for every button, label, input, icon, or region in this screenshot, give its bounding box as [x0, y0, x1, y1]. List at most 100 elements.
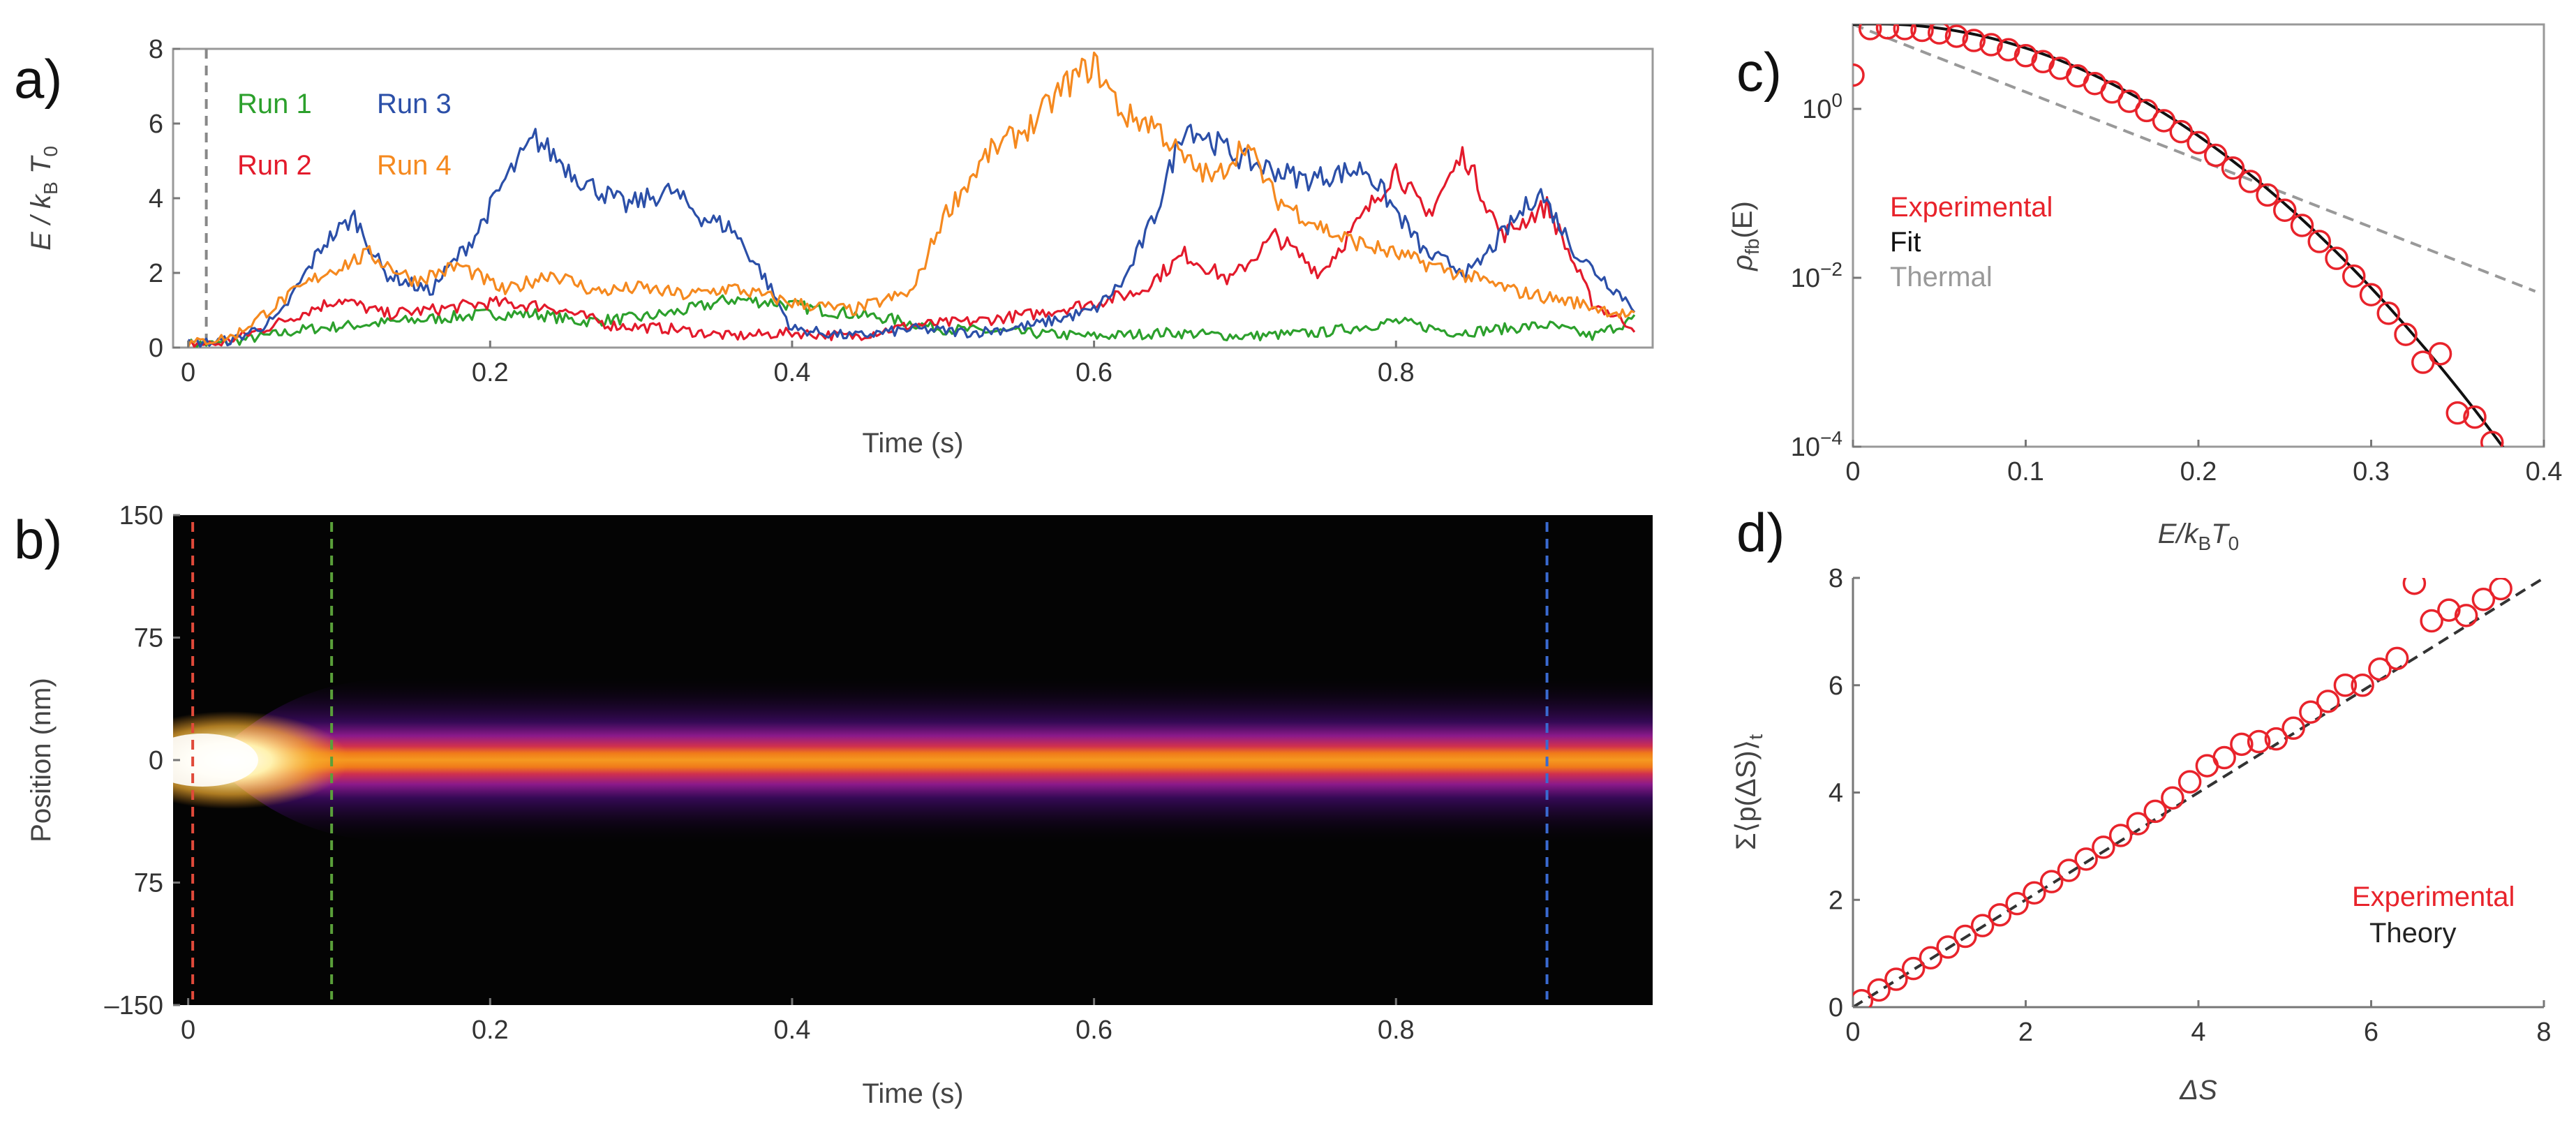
experimental-point	[2333, 674, 2358, 697]
panel-b-y-tick-label: –150	[104, 991, 163, 1020]
panel-c-x-tick-label: 0.3	[2353, 457, 2390, 486]
panel-d-points	[1853, 578, 2512, 1007]
panel-c-x-ticks: 0 0.1 0.2 0.3 0.4	[1845, 440, 2562, 486]
experimental-point	[1970, 914, 1995, 937]
experimental-point	[2351, 674, 2374, 697]
experimental-point	[2152, 109, 2176, 133]
experimental-point	[2169, 119, 2193, 144]
experimental-point	[1944, 24, 1969, 48]
panel-a-y-tick-label: 6	[149, 110, 163, 139]
experimental-point	[2212, 745, 2236, 770]
panel-b-y-tick-label: 75	[134, 624, 163, 653]
panel-a-x-tick-label: 0	[181, 358, 195, 387]
experimental-point	[2445, 401, 2469, 425]
experimental-point	[1853, 989, 1874, 1007]
experimental-point	[1936, 935, 1960, 959]
experimental-point	[1988, 903, 2012, 927]
experimental-point	[2204, 143, 2228, 168]
panel-b-x-tick-label: 0.6	[1075, 1016, 1112, 1045]
experimental-point	[2238, 170, 2262, 193]
experimental-point	[1979, 33, 2003, 57]
experimental-point	[2221, 156, 2245, 180]
series-line-run-4	[187, 51, 1635, 348]
experimental-point	[1919, 946, 1943, 970]
experimental-point	[2256, 183, 2279, 207]
panel-b-x-tick-label: 0.2	[472, 1016, 509, 1045]
panel-d-x-tick-label: 0	[1845, 1018, 1860, 1047]
experimental-point	[2325, 246, 2348, 270]
experimental-point	[2023, 881, 2046, 905]
panel-b-x-tick-label: 0.4	[774, 1016, 811, 1045]
panel-c-y-tick-label: 100	[1802, 89, 1842, 124]
panel-d-plot-area	[1853, 578, 2544, 1007]
legend-run-4: Run 4	[377, 150, 452, 181]
panel-a-series-group	[187, 51, 1636, 348]
panel-b: b) 0 0.2 0.4 0.6 0.8 150 75 0 75 –150 Time (s) P…	[14, 501, 1653, 1109]
panel-a-xlabel: Time (s)	[862, 428, 963, 459]
experimental-point	[1875, 24, 1900, 40]
heatmap-band	[209, 674, 1653, 847]
experimental-point	[2108, 824, 2133, 847]
panel-a-x-ticks: 0 0.2 0.4 0.6 0.8	[181, 341, 1415, 387]
panel-c-y-ticks: 10−4 10−2 100	[1791, 89, 1861, 462]
panel-c-x-tick-label: 0.2	[2180, 457, 2217, 486]
experimental-point	[2342, 264, 2366, 288]
experimental-point	[1928, 24, 1951, 45]
experimental-point	[2385, 646, 2409, 671]
panel-c-ylabel: ρfb(E)	[1727, 201, 1763, 272]
legend-run-1: Run 1	[237, 89, 312, 119]
thermal-line	[1853, 24, 2536, 293]
panel-b-y-tick-label: 0	[149, 746, 163, 775]
panel-c-points	[1853, 24, 2504, 447]
fit-line	[1853, 24, 2505, 447]
panel-a-y-tick-label: 2	[149, 259, 163, 288]
experimental-point	[1893, 24, 1916, 40]
panel-d-y-ticks: 0 2 4 6 8	[1829, 564, 1860, 1023]
panel-d-ylabel: Σ⟨p(ΔS)⟩t	[1731, 734, 1766, 850]
panel-c-label: c)	[1736, 41, 1782, 103]
experimental-point	[2247, 729, 2271, 754]
experimental-point	[2290, 214, 2314, 237]
experimental-point	[1853, 63, 1865, 87]
experimental-point	[2307, 230, 2331, 253]
legend-d-experimental: Experimental	[2352, 882, 2515, 912]
panel-d-y-tick-label: 6	[1829, 671, 1843, 701]
legend-c-fit: Fit	[1890, 227, 1921, 258]
panel-a-x-tick-label: 0.4	[774, 358, 811, 387]
series-line-run-1	[187, 294, 1636, 348]
panel-d-y-tick-label: 8	[1829, 564, 1843, 593]
experimental-point	[2420, 609, 2443, 633]
panel-c: c) 0 0.1 0.2 0.3 0.4 10−4 10−2 100 E/kBT0 ρfb(…	[1727, 23, 2562, 554]
experimental-point	[2264, 727, 2288, 751]
experimental-point	[2428, 342, 2452, 366]
experimental-point	[2394, 322, 2418, 346]
experimental-point	[2013, 44, 2038, 68]
legend-d-theory: Theory	[2369, 918, 2457, 949]
experimental-point	[2471, 588, 2496, 611]
experimental-point	[1997, 38, 2020, 62]
panel-d-legend: Experimental Theory	[2352, 882, 2515, 949]
experimental-point	[2161, 786, 2184, 810]
experimental-point	[1962, 29, 1986, 52]
experimental-point	[1867, 978, 1891, 1002]
panel-c-plot-area	[1853, 24, 2536, 447]
panel-c-xlabel: E/kBT0	[2158, 519, 2240, 554]
panel-a-y-tick-label: 8	[149, 35, 163, 64]
legend-run-2: Run 2	[237, 150, 312, 181]
experimental-point	[1910, 24, 1934, 43]
experimental-point	[2074, 847, 2098, 871]
experimental-point	[2273, 198, 2297, 222]
experimental-point	[2005, 891, 2029, 916]
panel-b-y-ticks: 150 75 0 75 –150	[104, 501, 180, 1020]
panel-c-y-tick-label: 10−2	[1791, 258, 1842, 293]
panel-a-y-tick-label: 4	[149, 184, 163, 214]
panel-d-y-tick-label: 4	[1829, 779, 1843, 808]
experimental-point	[2230, 732, 2254, 757]
experimental-point	[2092, 835, 2115, 859]
experimental-point	[2437, 598, 2461, 622]
panel-d-xlabel: ΔS	[2179, 1075, 2217, 1106]
panel-a-label: a)	[14, 48, 62, 110]
experimental-point	[2489, 578, 2512, 601]
panel-a-x-tick-label: 0.2	[472, 358, 509, 387]
